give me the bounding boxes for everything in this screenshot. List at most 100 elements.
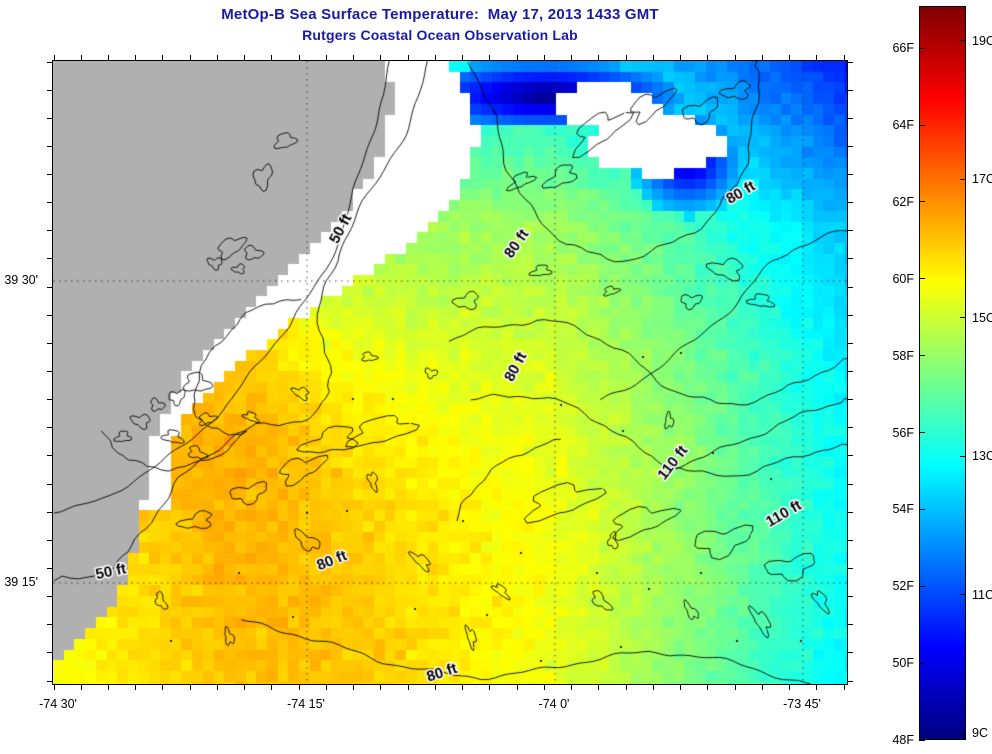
x-axis-tick	[435, 684, 436, 690]
colorbar-label-fahrenheit: 58F	[892, 348, 914, 363]
x-axis-tick	[54, 684, 55, 690]
page-title: MetOp-B Sea Surface Temperature: May 17,…	[221, 6, 659, 23]
y-axis-tick	[47, 596, 53, 597]
x-axis-tick	[190, 55, 191, 61]
x-axis-tick	[680, 55, 681, 61]
x-axis-tick	[517, 55, 518, 61]
colorbar-label-celsius: 13C	[972, 449, 992, 464]
colorbar-tick-f	[919, 432, 925, 433]
colorbar-tick-c	[960, 733, 966, 734]
colorbar-tick-f	[919, 586, 925, 587]
y-axis-tick	[47, 230, 53, 231]
x-axis-tick	[135, 684, 136, 690]
x-axis-tick	[408, 684, 409, 690]
x-axis-tick	[598, 55, 599, 61]
x-axis-label: -74 15'	[287, 697, 325, 711]
x-axis-tick	[735, 55, 736, 61]
y-axis-tick	[847, 230, 853, 231]
x-axis-tick	[653, 55, 654, 61]
x-axis-tick	[244, 684, 245, 690]
x-axis-tick	[816, 684, 817, 690]
x-axis-tick	[462, 684, 463, 690]
y-axis-tick	[47, 512, 53, 513]
x-axis-tick	[81, 684, 82, 690]
y-axis-tick	[47, 455, 53, 456]
y-axis-tick	[47, 287, 53, 288]
y-axis-tick	[47, 174, 53, 175]
y-axis-tick	[47, 90, 53, 91]
y-axis-tick	[47, 568, 53, 569]
y-axis-tick	[47, 371, 53, 372]
x-axis-tick	[844, 684, 845, 690]
y-axis-tick	[47, 540, 53, 541]
x-axis-tick	[735, 684, 736, 690]
y-axis-tick	[847, 568, 853, 569]
colorbar-label-celsius: 19C	[972, 33, 992, 48]
colorbar-label-fahrenheit: 60F	[892, 271, 914, 286]
x-axis-tick	[326, 684, 327, 690]
x-axis-tick	[489, 684, 490, 690]
x-axis-tick	[544, 55, 545, 61]
y-axis-tick	[847, 62, 853, 63]
colorbar-label-celsius: 15C	[972, 310, 992, 325]
y-axis-tick	[47, 681, 53, 682]
colorbar-tick-f	[919, 278, 925, 279]
x-axis-tick	[598, 684, 599, 690]
x-axis-tick	[162, 55, 163, 61]
y-axis-tick	[47, 146, 53, 147]
y-axis-tick	[47, 624, 53, 625]
x-axis-tick	[217, 684, 218, 690]
y-axis-tick	[847, 315, 853, 316]
colorbar-label-fahrenheit: 52F	[892, 579, 914, 594]
colorbar-tick-f	[919, 663, 925, 664]
x-axis-tick	[299, 684, 300, 690]
x-axis-tick	[626, 55, 627, 61]
y-axis-tick	[847, 174, 853, 175]
x-axis-tick	[517, 684, 518, 690]
y-axis-tick	[47, 62, 53, 63]
colorbar-tick-c	[960, 594, 966, 595]
colorbar	[919, 6, 966, 740]
colorbar-tick-c	[960, 317, 966, 318]
y-axis-tick	[847, 455, 853, 456]
x-axis-tick	[271, 55, 272, 61]
y-axis-tick	[847, 90, 853, 91]
y-axis-tick	[847, 399, 853, 400]
x-axis-tick	[762, 684, 763, 690]
x-axis-tick	[244, 55, 245, 61]
y-axis-tick	[847, 287, 853, 288]
y-axis-tick	[47, 258, 53, 259]
colorbar-label-fahrenheit: 50F	[892, 656, 914, 671]
y-axis-tick	[847, 371, 853, 372]
colorbar-label-celsius: 17C	[972, 172, 992, 187]
x-axis-tick	[462, 55, 463, 61]
x-axis-tick	[435, 55, 436, 61]
y-axis-tick	[847, 202, 853, 203]
x-axis-tick	[762, 55, 763, 61]
colorbar-label-fahrenheit: 62F	[892, 194, 914, 209]
x-axis-tick	[707, 684, 708, 690]
x-axis-tick	[571, 684, 572, 690]
y-axis-tick	[47, 652, 53, 653]
y-axis-tick	[847, 484, 853, 485]
x-axis-tick	[789, 684, 790, 690]
colorbar-tick-f	[919, 509, 925, 510]
x-axis-label: -74 30'	[39, 697, 77, 711]
y-axis-tick	[847, 427, 853, 428]
x-axis-tick	[353, 684, 354, 690]
coastline-contour-overlay	[53, 61, 847, 684]
colorbar-label-fahrenheit: 54F	[892, 502, 914, 517]
y-axis-tick	[47, 399, 53, 400]
x-axis-tick	[326, 55, 327, 61]
colorbar-label-fahrenheit: 66F	[892, 41, 914, 56]
y-axis-tick	[47, 343, 53, 344]
x-axis-tick	[789, 55, 790, 61]
y-axis-tick	[47, 315, 53, 316]
x-axis-tick	[271, 684, 272, 690]
y-axis-tick	[47, 202, 53, 203]
y-axis-tick	[847, 512, 853, 513]
colorbar-gradient	[920, 7, 965, 739]
x-axis-tick	[217, 55, 218, 61]
y-axis-label: 39 30'	[4, 273, 38, 287]
y-axis-tick	[47, 484, 53, 485]
